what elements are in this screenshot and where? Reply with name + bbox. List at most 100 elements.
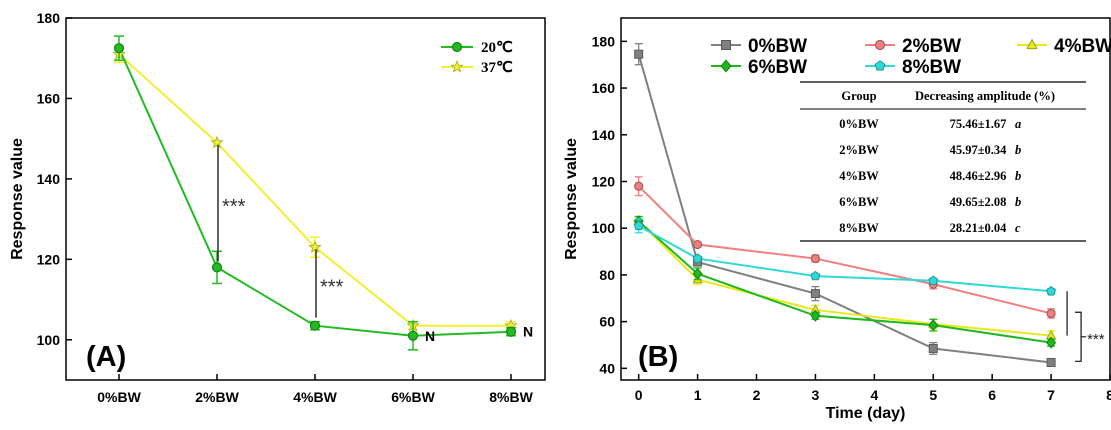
legend-label: 8%BW: [902, 57, 961, 78]
legend-label: 4%BW: [1054, 36, 1111, 57]
legend-marker: [721, 40, 731, 50]
x-tick-label: 5: [929, 387, 937, 403]
table-cell-group: 4%BW: [839, 169, 879, 183]
plot-frame: [65, 17, 546, 381]
data-point: [309, 320, 321, 331]
data-point: [505, 326, 517, 337]
x-tick-label: 3: [812, 387, 820, 403]
x-tick-label: 0%BW: [97, 389, 141, 405]
table-cell-group: 6%BW: [839, 195, 879, 209]
table-cell-group: 2%BW: [839, 143, 879, 157]
y-axis-label: Response value: [9, 138, 26, 260]
x-tick-label: 7: [1047, 387, 1055, 403]
x-tick-label: 1: [694, 387, 702, 403]
chart-b: 40 60 80 100 120 140 160 180 0 1 2 3 4 5 6 7 8 Response v…: [563, 17, 1111, 422]
legend-marker: [1026, 38, 1038, 50]
data-point: [1046, 336, 1057, 349]
x-tick-label: 6%BW: [391, 389, 435, 405]
data-point: [308, 240, 322, 253]
legend-marker: [451, 41, 463, 53]
data-point: [928, 275, 939, 285]
x-tick-label: 2%BW: [195, 389, 239, 405]
panel-label: (B): [638, 341, 678, 373]
ns-label: N: [523, 324, 533, 340]
significance-label: ***: [1087, 331, 1105, 348]
table-cell-letter: a: [1015, 117, 1021, 131]
legend-label: 20℃: [481, 40, 513, 56]
data-point: [1046, 286, 1057, 296]
table-cell-value: 75.46±1.67: [950, 117, 1007, 131]
data-point: [113, 43, 125, 54]
data-point: [407, 330, 419, 341]
significance-label: ***: [222, 196, 246, 218]
table-cell-letter: b: [1015, 143, 1021, 157]
table-cell-letter: b: [1015, 195, 1021, 209]
data-point: [211, 262, 223, 273]
x-tick-label: 2: [753, 387, 761, 403]
table-cell-group: 8%BW: [839, 221, 879, 235]
table-cell-value: 49.65±2.08: [950, 195, 1007, 209]
table-header-group: Group: [841, 89, 876, 103]
x-tick-label: 4: [870, 387, 878, 403]
panel-b: 40 60 80 100 120 140 160 180 0 1 2 3 4 5 6 7 8 Response v…: [556, 0, 1111, 425]
data-point: [810, 289, 820, 299]
y-tick-label: 140: [592, 127, 616, 143]
legend-label: 37℃: [481, 60, 513, 76]
data-point: [810, 253, 821, 264]
data-point: [633, 220, 644, 231]
panel-label: (A): [86, 341, 126, 373]
legend-label: 0%BW: [748, 36, 807, 57]
data-point: [928, 319, 939, 332]
table-cell-group: 0%BW: [839, 117, 879, 131]
data-point: [692, 267, 703, 280]
plot-frame: [620, 17, 1111, 381]
table-header-amplitude: Decreasing amplitude (%): [915, 89, 1055, 103]
panel-a: 100 120 140 160 180 0%BW 2%BW 4%BW 6%BW 8%BW Respo…: [0, 0, 555, 425]
table-cell-letter: b: [1015, 169, 1021, 183]
legend-label: 2%BW: [902, 36, 961, 57]
x-tick-label: 6: [988, 387, 996, 403]
table-cell-value: 45.97±0.34: [950, 143, 1008, 157]
y-axis-label: Response value: [563, 138, 580, 260]
y-tick-label: 120: [37, 251, 61, 267]
significance-label: ***: [320, 276, 344, 298]
y-tick-label: 40: [599, 360, 615, 376]
series-line-1: [118, 53, 511, 327]
y-tick-label: 100: [37, 332, 61, 348]
data-point: [810, 309, 821, 322]
y-tick-label: 180: [37, 10, 61, 26]
x-tick-label: 0: [635, 387, 643, 403]
y-tick-label: 100: [592, 220, 616, 236]
table-cell-value: 28.21±0.04: [950, 221, 1008, 235]
legend-marker: [450, 60, 464, 73]
legend-marker: [874, 39, 886, 51]
legend-marker: [874, 60, 886, 71]
data-point: [928, 343, 938, 353]
data-point: [634, 49, 644, 59]
legend-label: 6%BW: [748, 57, 807, 78]
y-tick-label: 120: [592, 173, 616, 189]
y-tick-label: 180: [592, 33, 616, 49]
y-tick-label: 160: [37, 90, 61, 106]
data-point: [634, 181, 644, 191]
x-tick-label: 8: [1106, 387, 1111, 403]
x-axis-label: Time (day): [826, 405, 906, 422]
ns-label: N: [425, 328, 435, 344]
y-tick-label: 80: [599, 267, 615, 283]
series-line-0: [118, 47, 512, 337]
significance-bracket: [1075, 311, 1087, 362]
legend-marker: [720, 59, 732, 73]
data-point: [1046, 308, 1056, 319]
y-tick-label: 60: [599, 314, 615, 330]
y-tick-label: 140: [37, 171, 61, 187]
data-point: [1046, 357, 1056, 367]
x-tick-label: 4%BW: [293, 389, 337, 405]
data-point: [692, 253, 703, 263]
data-point: [210, 135, 224, 149]
table-cell-letter: c: [1015, 221, 1021, 235]
table-cell-value: 48.46±2.96: [950, 169, 1007, 183]
y-tick-label: 160: [592, 80, 616, 96]
x-tick-label: 8%BW: [489, 389, 533, 405]
data-point: [692, 239, 703, 250]
data-point: [810, 270, 821, 281]
